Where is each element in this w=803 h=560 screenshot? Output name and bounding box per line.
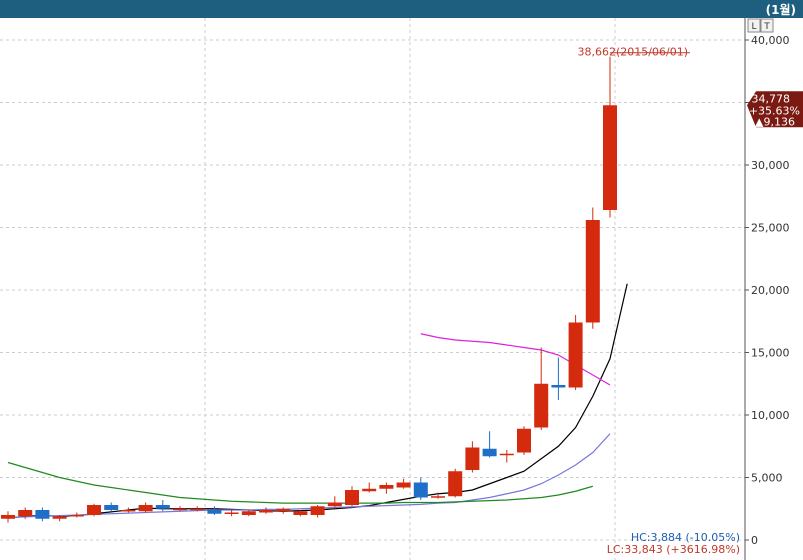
- candle-body: [431, 496, 445, 498]
- axis-button-l[interactable]: [747, 18, 761, 33]
- header-bar: [0, 0, 803, 18]
- candle-body: [362, 488, 377, 492]
- candle-body: [241, 511, 256, 515]
- axis-button-t[interactable]: [760, 18, 774, 33]
- candle-body: [534, 383, 549, 428]
- axis-buttons[interactable]: L T: [747, 18, 774, 33]
- candle-body: [104, 505, 119, 510]
- moving-average-line: [7, 461, 593, 504]
- moving-average-line: [7, 433, 611, 519]
- candle-body: [345, 490, 359, 505]
- y-tick-label: 40,000: [751, 34, 790, 47]
- candles-group: [1, 56, 617, 523]
- candle-body: [155, 505, 170, 509]
- candle-body: [310, 506, 325, 515]
- annotations: 38,662(2015/06/01) 34,778 +35.63% ▲9,136…: [578, 46, 803, 556]
- candle-body: [190, 508, 205, 511]
- hc-label: HC:3,884 (-10.05%): [631, 531, 740, 544]
- y-tick-label: 20,000: [751, 284, 790, 297]
- candle-body: [482, 448, 497, 457]
- y-tick-label: 30,000: [751, 159, 790, 172]
- candle-body: [35, 510, 50, 519]
- candle-body: [293, 511, 308, 515]
- y-tick-label: 25,000: [751, 222, 790, 235]
- candle-body: [18, 510, 33, 517]
- last-price-value: 34,778: [752, 92, 791, 105]
- candle-body: [327, 502, 342, 507]
- candle-body: [568, 322, 583, 388]
- candle-body: [517, 428, 531, 453]
- candle-body: [396, 482, 411, 488]
- candle-body: [52, 516, 67, 519]
- candle-body: [207, 510, 222, 514]
- period-label: (1월): [766, 2, 796, 17]
- last-change-value: ▲9,136: [755, 115, 795, 128]
- grid-lines: [0, 18, 745, 560]
- y-tick-label: 0: [751, 534, 758, 547]
- last-change-percent: +35.63%: [749, 104, 800, 117]
- lc-label: LC:33,843 (+3616.98%): [607, 543, 740, 556]
- candle-body: [87, 505, 101, 515]
- candle-body: [413, 482, 428, 498]
- candle-body: [1, 515, 15, 519]
- axis-button-t-label: T: [763, 22, 770, 32]
- y-tick-label: 15,000: [751, 347, 790, 360]
- candle-body: [173, 508, 187, 511]
- candle-body: [259, 510, 273, 513]
- candle-body: [379, 485, 394, 489]
- candle-body: [585, 220, 600, 323]
- y-tick-label: 5,000: [751, 472, 783, 485]
- candle-body: [138, 505, 153, 512]
- candle-body: [276, 508, 291, 512]
- candle-body: [69, 515, 84, 517]
- candle-body: [603, 105, 617, 210]
- candle-body: [499, 453, 514, 456]
- candle-body: [465, 447, 480, 470]
- candle-body: [551, 385, 566, 388]
- candle-body: [448, 471, 463, 497]
- candle-body: [224, 512, 239, 514]
- axis-button-l-label: L: [751, 22, 756, 32]
- y-tick-label: 10,000: [751, 409, 790, 422]
- last-price-box: [747, 91, 803, 128]
- candle-body: [121, 510, 136, 512]
